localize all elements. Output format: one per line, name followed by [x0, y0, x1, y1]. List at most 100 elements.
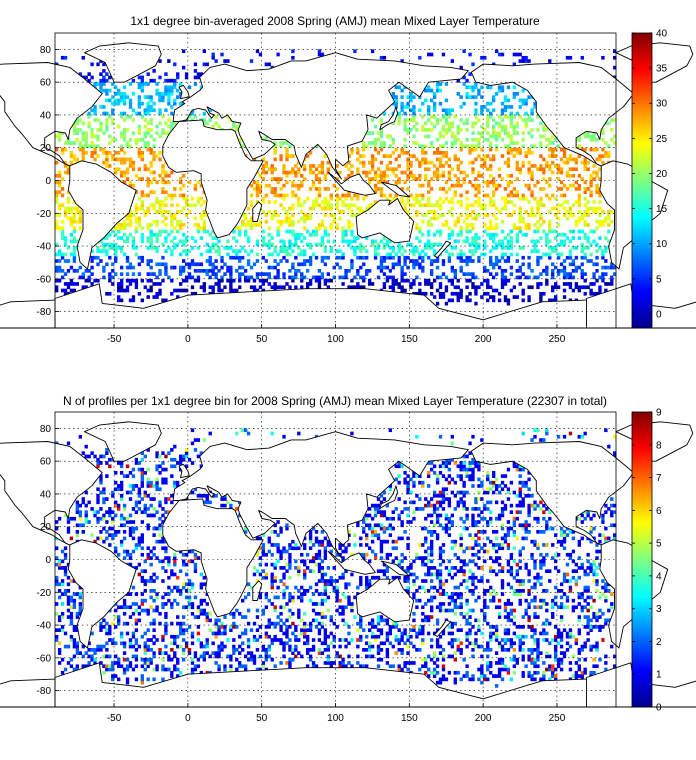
data-cell	[533, 585, 537, 590]
data-cell	[468, 291, 472, 296]
data-cell	[108, 275, 112, 280]
data-cell	[553, 196, 558, 201]
data-cell	[252, 638, 257, 642]
data-cell	[276, 177, 280, 181]
data-cell	[149, 605, 153, 610]
data-cell	[450, 621, 454, 626]
data-cell	[506, 255, 511, 260]
data-cell	[294, 183, 298, 188]
data-cell	[55, 611, 59, 616]
data-cell	[536, 259, 540, 263]
data-cell	[536, 657, 540, 662]
data-cell	[155, 196, 159, 201]
data-cell	[152, 78, 156, 83]
data-cell	[202, 111, 206, 116]
data-cell	[134, 592, 139, 596]
data-cell	[595, 219, 599, 224]
data-cell	[453, 657, 457, 662]
data-cell	[60, 269, 65, 273]
data-cell	[155, 223, 159, 227]
data-cell	[128, 664, 133, 669]
data-cell	[314, 200, 319, 204]
data-cell	[500, 206, 505, 211]
data-cell	[179, 621, 183, 626]
data-cell	[500, 128, 505, 132]
data-cell	[489, 111, 493, 116]
data-cell	[164, 621, 168, 626]
data-cell	[438, 131, 443, 136]
data-cell	[421, 183, 425, 188]
data-cell	[477, 628, 481, 633]
data-cell	[447, 631, 452, 636]
data-cell	[424, 618, 428, 623]
data-cell	[347, 160, 351, 165]
data-cell	[604, 265, 608, 270]
data-cell	[308, 654, 313, 659]
data-cell	[190, 196, 195, 201]
data-cell	[164, 269, 168, 273]
data-cell	[105, 128, 109, 132]
data-cell	[465, 285, 469, 290]
data-cell	[379, 269, 384, 273]
data-cell	[223, 285, 227, 290]
data-cell	[409, 164, 413, 168]
data-cell	[303, 625, 307, 629]
data-cell	[87, 124, 91, 129]
data-cell	[545, 602, 549, 606]
data-cell	[456, 595, 460, 600]
data-cell	[376, 242, 381, 247]
data-cell	[580, 55, 584, 60]
data-cell	[66, 190, 71, 195]
data-cell	[60, 582, 65, 587]
data-cell	[471, 170, 475, 175]
data-cell	[176, 667, 180, 672]
data-cell	[365, 641, 369, 646]
data-cell	[568, 255, 573, 260]
data-cell	[276, 638, 280, 642]
data-cell	[362, 147, 366, 152]
data-cell	[438, 232, 443, 237]
data-cell	[533, 670, 537, 675]
data-cell	[111, 661, 115, 665]
data-cell	[512, 95, 517, 99]
data-cell	[63, 170, 68, 175]
data-cell	[394, 625, 398, 629]
data-cell	[462, 219, 466, 224]
data-cell	[406, 638, 410, 642]
data-cell	[332, 634, 336, 639]
data-cell	[459, 203, 463, 208]
data-cell	[427, 196, 431, 201]
data-cell	[527, 625, 531, 629]
data-cell	[131, 611, 136, 616]
data-cell	[184, 275, 189, 280]
data-cell	[338, 170, 342, 175]
data-cell	[261, 229, 266, 234]
continent-namerica	[0, 62, 103, 168]
data-cell	[149, 232, 153, 237]
data-cell	[370, 621, 375, 626]
data-cell	[613, 265, 617, 270]
data-cell	[583, 641, 587, 646]
data-cell	[273, 621, 277, 626]
data-cell	[424, 128, 428, 132]
data-cell	[571, 288, 576, 293]
data-cell	[55, 638, 59, 642]
data-cell	[246, 582, 251, 587]
data-cell	[69, 219, 74, 224]
data-cell	[90, 259, 94, 263]
data-cell	[303, 259, 307, 263]
data-cell	[137, 137, 142, 142]
data-cell	[114, 157, 118, 162]
data-cell	[179, 239, 183, 244]
data-cell	[102, 88, 106, 93]
data-cell	[539, 282, 543, 286]
data-cell	[477, 187, 481, 191]
data-cell	[394, 282, 398, 286]
data-cell	[326, 239, 330, 244]
data-cell	[155, 291, 159, 296]
data-cell	[249, 59, 254, 63]
data-cell	[146, 657, 150, 662]
data-cell	[403, 631, 407, 636]
data-cell	[571, 598, 576, 603]
data-cell	[518, 644, 522, 649]
